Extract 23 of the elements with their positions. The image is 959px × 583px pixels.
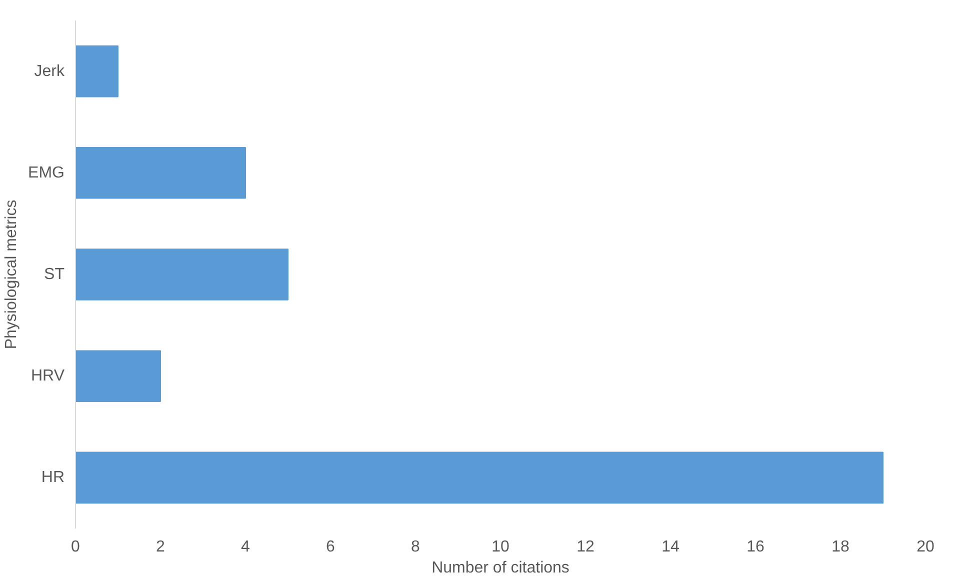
x-tick-label: 20 (916, 538, 934, 556)
y-tick-label: ST (44, 266, 65, 283)
bar (76, 147, 246, 199)
x-tick-label: 0 (71, 538, 80, 556)
y-tick-label: EMG (28, 164, 65, 182)
x-tick-label: 14 (662, 538, 680, 556)
y-axis-title: Physiological metrics (3, 200, 20, 350)
y-tick-label: HRV (31, 368, 65, 385)
x-tick-label: 4 (241, 538, 250, 556)
x-axis-title: Number of citations (432, 560, 570, 576)
y-tick-label: Jerk (34, 62, 66, 80)
x-tick-label: 6 (326, 538, 336, 556)
x-tick-label: 18 (832, 538, 850, 556)
x-tick-label: 10 (492, 538, 510, 556)
x-tick-label: 12 (576, 538, 594, 556)
y-tick-label: HR (41, 469, 64, 486)
x-tick-label: 8 (411, 538, 420, 556)
bar (76, 350, 161, 402)
bar (76, 452, 884, 504)
bar (76, 45, 118, 98)
bar (76, 248, 288, 300)
x-tick-label: 2 (156, 538, 166, 556)
x-tick-label: 16 (746, 538, 764, 556)
